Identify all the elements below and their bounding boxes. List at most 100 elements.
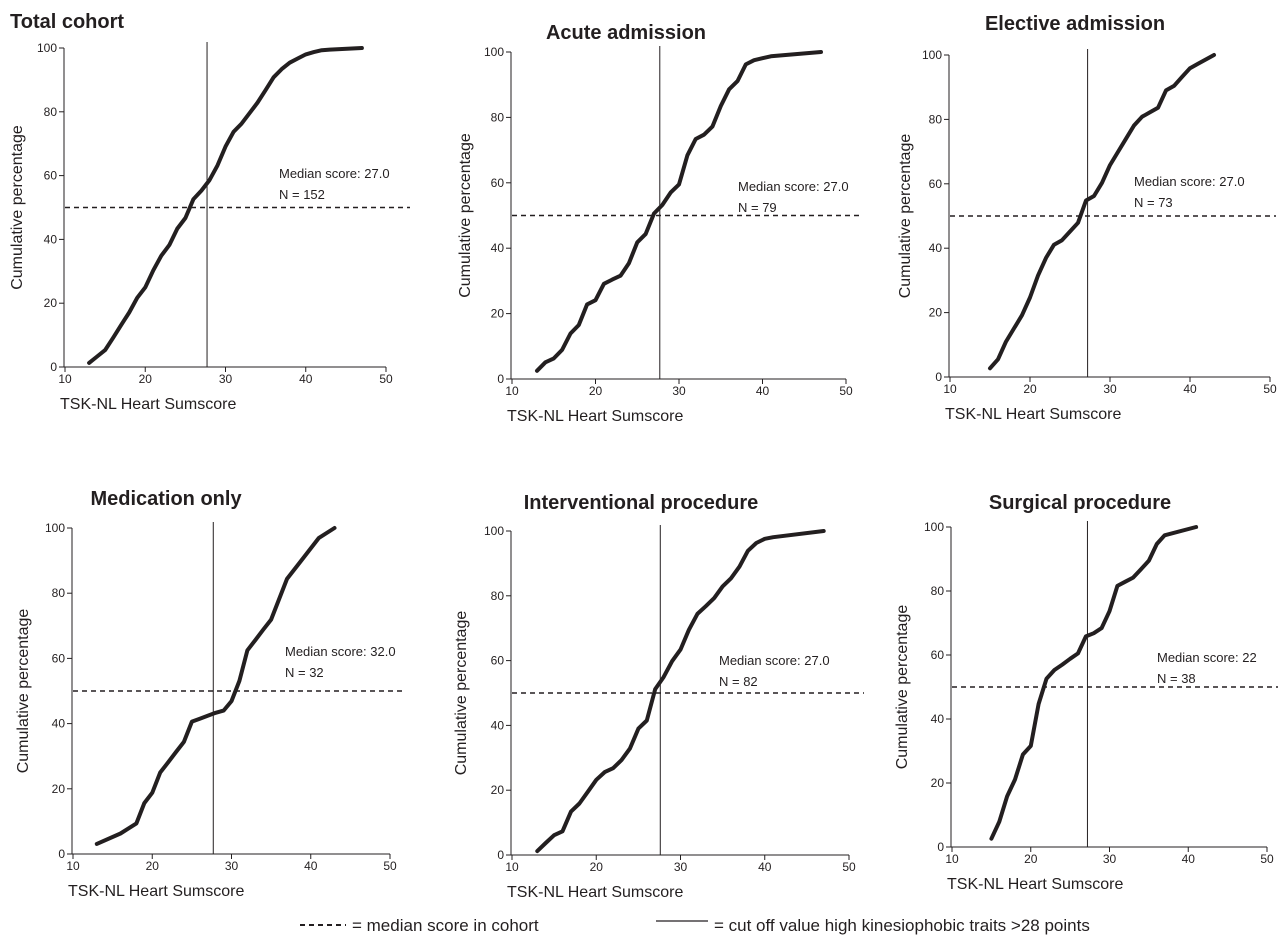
- y-tick-label: 100: [924, 520, 944, 534]
- y-tick-label: 80: [931, 584, 945, 598]
- y-tick-label: 20: [44, 296, 58, 310]
- x-axis-label: TSK-NL Heart Sumscore: [507, 408, 683, 425]
- median-annotation: Median score: 32.0: [285, 644, 396, 659]
- cumulative-curve: [989, 525, 1199, 841]
- x-tick-label: 30: [219, 372, 233, 386]
- chart-panel: Total cohort 0 20 40 60 80 100 10 20 30 40 50 TSK-NL…: [9, 11, 410, 413]
- y-axis-label: Cumulative percentage: [894, 605, 911, 770]
- y-tick-label: 80: [491, 110, 505, 124]
- cumulative-curve: [988, 53, 1216, 371]
- y-tick-label: 20: [491, 307, 505, 321]
- panel-title: Medication only: [90, 488, 242, 510]
- y-axis-label: Cumulative percentage: [453, 611, 470, 776]
- y-tick-label: 40: [52, 717, 66, 731]
- y-tick-label: 100: [37, 41, 57, 55]
- x-tick-label: 20: [590, 860, 604, 874]
- y-tick-label: 0: [497, 848, 504, 862]
- cumulative-curve: [87, 46, 364, 365]
- panel-title: Elective admission: [985, 13, 1165, 35]
- y-tick-label: 0: [50, 360, 57, 374]
- x-tick-label: 30: [1103, 382, 1117, 396]
- x-tick-label: 50: [383, 859, 397, 873]
- x-tick-label: 20: [1023, 382, 1037, 396]
- y-axis-label: Cumulative percentage: [15, 609, 32, 774]
- x-tick-label: 50: [379, 372, 393, 386]
- x-tick-label: 10: [505, 384, 519, 398]
- x-tick-label: 40: [1183, 382, 1197, 396]
- x-tick-label: 50: [842, 860, 856, 874]
- x-tick-label: 40: [299, 372, 313, 386]
- y-tick-label: 60: [491, 654, 505, 668]
- panel-title: Surgical procedure: [989, 492, 1171, 514]
- y-axis-label: Cumulative percentage: [897, 134, 914, 299]
- chart-panel: Acute admission 0 20 40 60 80 100 10 20 30 40 50 TSK…: [457, 22, 862, 425]
- y-tick-label: 60: [44, 169, 58, 183]
- y-tick-label: 100: [484, 524, 504, 538]
- y-tick-label: 20: [491, 783, 505, 797]
- median-annotation: N = 79: [738, 200, 777, 215]
- x-tick-label: 40: [758, 860, 772, 874]
- x-tick-label: 10: [945, 852, 959, 866]
- y-axis-label: Cumulative percentage: [9, 125, 26, 290]
- y-tick-label: 100: [484, 45, 504, 59]
- x-axis-label: TSK-NL Heart Sumscore: [945, 406, 1121, 423]
- chart-panel: Medication only 0 20 40 60 80 100 10 20 30 40 50 TSK…: [15, 488, 404, 900]
- x-tick-label: 20: [146, 859, 160, 873]
- y-tick-label: 0: [58, 847, 65, 861]
- y-tick-label: 80: [52, 586, 66, 600]
- y-tick-label: 0: [497, 372, 504, 386]
- y-tick-label: 80: [929, 112, 943, 126]
- y-tick-label: 100: [922, 48, 942, 62]
- y-tick-label: 40: [931, 712, 945, 726]
- x-tick-label: 50: [1260, 852, 1274, 866]
- x-tick-label: 30: [674, 860, 688, 874]
- x-tick-label: 20: [1024, 852, 1038, 866]
- x-tick-label: 10: [505, 860, 519, 874]
- panel-title: Acute admission: [546, 22, 706, 44]
- chart-panel: Surgical procedure 0 20 40 60 80 100 10 20 30 40 50…: [894, 492, 1278, 893]
- x-axis-label: TSK-NL Heart Sumscore: [60, 396, 236, 413]
- x-tick-label: 40: [756, 384, 770, 398]
- x-tick-label: 50: [1263, 382, 1277, 396]
- median-annotation: Median score: 27.0: [1134, 174, 1245, 189]
- legend-dashed-label: = median score in cohort: [352, 916, 539, 935]
- y-tick-label: 20: [52, 782, 66, 796]
- legend-solid-label: = cut off value high kinesiophobic trait…: [714, 916, 1090, 935]
- y-tick-label: 0: [935, 370, 942, 384]
- x-tick-label: 50: [839, 384, 853, 398]
- cumulative-curve: [535, 529, 826, 854]
- y-tick-label: 40: [491, 718, 505, 732]
- median-annotation: Median score: 22: [1157, 650, 1257, 665]
- y-tick-label: 20: [929, 306, 943, 320]
- chart-panel: Elective admission 0 20 40 60 80 100 10 20 30 40 50…: [897, 13, 1277, 423]
- x-tick-label: 30: [672, 384, 686, 398]
- x-tick-label: 30: [1103, 852, 1117, 866]
- x-tick-label: 40: [304, 859, 318, 873]
- median-annotation: N = 32: [285, 665, 324, 680]
- y-tick-label: 60: [929, 177, 943, 191]
- panel-title: Total cohort: [10, 11, 124, 33]
- median-annotation: N = 38: [1157, 671, 1196, 686]
- y-tick-label: 60: [931, 648, 945, 662]
- x-tick-label: 10: [58, 372, 72, 386]
- panel-title: Interventional procedure: [524, 492, 759, 514]
- y-tick-label: 100: [45, 521, 65, 535]
- y-tick-label: 0: [937, 840, 944, 854]
- y-tick-label: 60: [52, 651, 66, 665]
- median-annotation: Median score: 27.0: [279, 166, 390, 181]
- x-tick-label: 40: [1182, 852, 1196, 866]
- median-annotation: N = 152: [279, 187, 325, 202]
- figure-legend: = median score in cohort = cut off value…: [300, 916, 1090, 935]
- median-annotation: N = 82: [719, 674, 758, 689]
- y-tick-label: 80: [491, 589, 505, 603]
- x-tick-label: 20: [139, 372, 153, 386]
- x-tick-label: 30: [225, 859, 239, 873]
- cumulative-curve: [94, 526, 337, 846]
- y-tick-label: 60: [491, 176, 505, 190]
- median-annotation: N = 73: [1134, 195, 1173, 210]
- x-tick-label: 10: [66, 859, 80, 873]
- y-tick-label: 80: [44, 105, 58, 119]
- x-axis-label: TSK-NL Heart Sumscore: [68, 883, 244, 900]
